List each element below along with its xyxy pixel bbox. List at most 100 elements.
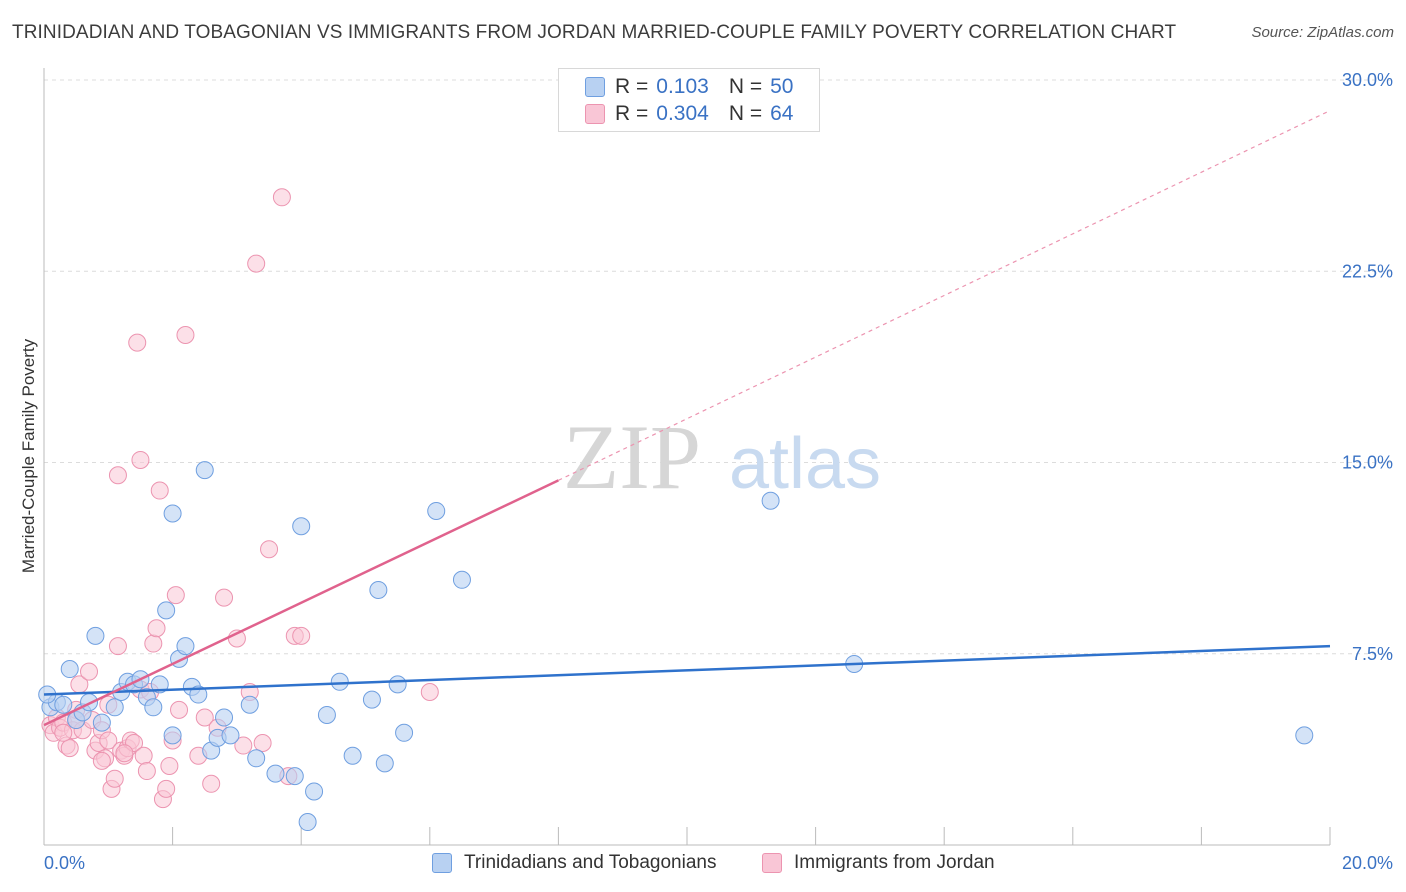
jordan-point — [134, 746, 153, 765]
jordan-point — [260, 540, 279, 559]
trinidadian-point — [176, 637, 195, 656]
chart-title: TRINIDADIAN AND TOBAGONIAN VS IMMIGRANTS… — [12, 22, 1177, 43]
trinidadian-point — [86, 626, 105, 645]
jordan-point — [160, 756, 179, 775]
bottom-legend-trinidadian: Trinidadians and Tobagonians — [432, 852, 716, 874]
jordan-point — [195, 708, 214, 727]
jordan-point — [292, 626, 311, 645]
trinidadian-point — [362, 690, 381, 709]
trinidadian-point — [54, 695, 73, 714]
jordan-point — [115, 744, 134, 763]
stats-legend: R = 0.103 N = 50 R = 0.304 N = 64 — [558, 68, 820, 132]
jordan-point — [420, 683, 439, 701]
jordan-trend-line — [43, 479, 559, 727]
jordan-point — [202, 774, 221, 793]
jordan-point — [131, 450, 150, 469]
legend-n-label: N = — [728, 102, 763, 125]
trend-lines — [43, 110, 1331, 727]
y-tick-label: 15.0% — [1342, 453, 1393, 473]
legend-swatch-blue — [585, 77, 605, 97]
jordan-point — [99, 731, 118, 750]
jordan-point — [272, 188, 291, 207]
jordan-point — [170, 700, 189, 719]
jordan-point — [215, 588, 234, 607]
trinidadian-point — [60, 660, 79, 679]
y-tick-label: 7.5% — [1352, 644, 1393, 664]
legend-r-value: 0.103 — [656, 75, 709, 98]
trinidadian-point — [144, 698, 163, 717]
jordan-point — [80, 662, 99, 681]
jordan-point — [137, 762, 156, 781]
bottom-legend-swatch-pink — [762, 853, 782, 873]
trinidadian-point — [285, 767, 304, 786]
trinidadian-point — [163, 504, 182, 523]
trinidadian-point — [388, 675, 407, 694]
trinidadian-point — [427, 501, 446, 520]
legend-r-label: R = — [615, 75, 649, 98]
trinidadian-point — [247, 749, 266, 768]
trinidadian-point — [330, 672, 349, 691]
trinidadian-point — [215, 708, 234, 727]
trinidadian-point — [240, 695, 259, 714]
trinidadian-point — [375, 754, 394, 773]
legend-r-label: R = — [615, 102, 649, 125]
y-tick-label: 22.5% — [1342, 261, 1393, 281]
x-tick-label-min: 0.0% — [44, 853, 85, 873]
legend-n-label: N = — [728, 75, 763, 98]
trinidadian-point — [761, 491, 780, 510]
jordan-point — [92, 751, 111, 770]
jordan-point — [54, 723, 73, 742]
trinidadian-point — [343, 746, 362, 765]
jordan-point — [234, 736, 253, 755]
jordan-point — [108, 466, 127, 485]
trinidadian-point — [317, 705, 336, 724]
trinidadian-point — [150, 675, 169, 694]
legend-row-trinidadian: R = 0.103 N = 50 — [585, 75, 793, 99]
y-tick-labels: 7.5% 15.0% 22.5% 30.0% — [1342, 70, 1393, 664]
trinidadian-trend-line — [43, 644, 1331, 696]
jordan-point — [150, 481, 169, 500]
series-trinidadian-points — [38, 461, 1314, 832]
source-credit: Source: ZipAtlas.com — [1251, 24, 1394, 41]
trinidadian-point — [195, 461, 214, 480]
bottom-legend-label: Immigrants from Jordan — [794, 852, 995, 873]
gridlines — [44, 79, 1393, 655]
jordan-point — [128, 333, 147, 352]
legend-swatch-pink — [585, 104, 605, 124]
trinidadian-point — [189, 685, 208, 704]
trinidadian-point — [305, 782, 324, 801]
jordan-point — [166, 586, 185, 605]
trinidadian-point — [298, 813, 317, 832]
jordan-point — [147, 619, 166, 638]
trinidadian-point — [221, 726, 240, 745]
x-tick-label-max: 20.0% — [1342, 853, 1393, 873]
trinidadian-point — [395, 723, 414, 742]
trinidadian-point — [105, 698, 124, 717]
jordan-point — [108, 637, 127, 656]
legend-r-value: 0.304 — [656, 102, 709, 125]
trinidadian-point — [292, 517, 311, 536]
bottom-legend-swatch-blue — [432, 853, 452, 873]
y-tick-label: 30.0% — [1342, 70, 1393, 90]
watermark-atlas: atlas — [729, 424, 881, 504]
trinidadian-point — [163, 726, 182, 745]
jordan-trend-extension — [558, 110, 1331, 481]
trinidadian-point — [157, 601, 176, 620]
bottom-legend-jordan: Immigrants from Jordan — [762, 852, 995, 874]
watermark-zip: ZIP — [563, 406, 701, 508]
jordan-point — [253, 734, 272, 752]
jordan-point — [176, 326, 195, 344]
axes — [43, 68, 1331, 846]
bottom-legend-label: Trinidadians and Tobagonians — [464, 852, 717, 873]
legend-row-jordan: R = 0.304 N = 64 — [585, 102, 793, 126]
legend-n-value: 50 — [770, 75, 794, 98]
trinidadian-point — [369, 581, 388, 599]
jordan-point — [144, 634, 163, 653]
trinidadian-point — [266, 764, 285, 783]
legend-n-value: 64 — [770, 102, 794, 125]
y-axis-title: Married-Couple Family Poverty — [19, 338, 38, 573]
trinidadian-point — [92, 713, 111, 732]
trinidadian-point — [1295, 726, 1314, 745]
jordan-point — [60, 739, 79, 758]
